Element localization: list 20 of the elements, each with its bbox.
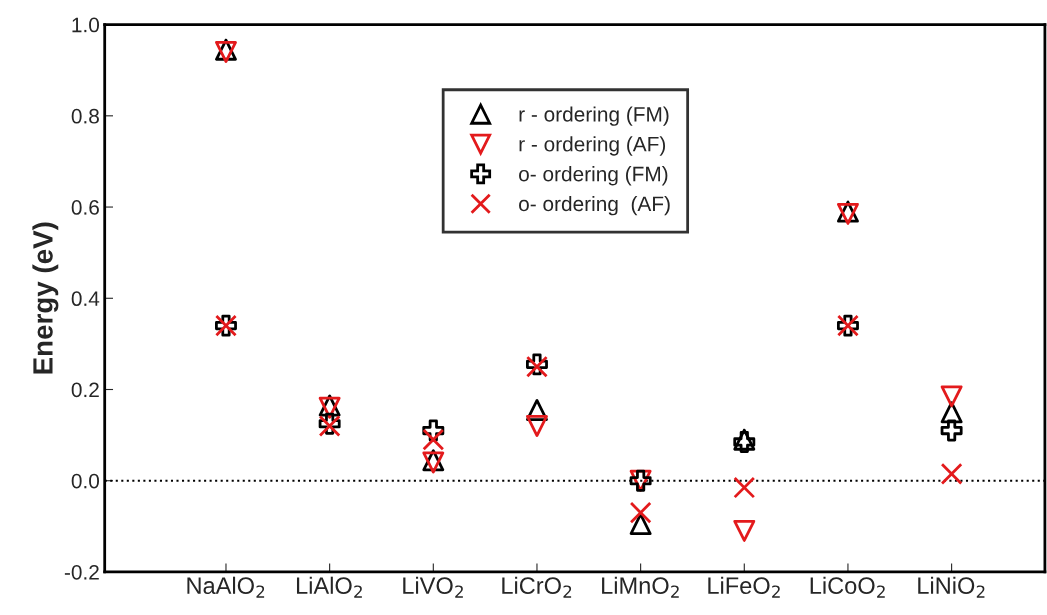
x-tick-label: LiFeO$_{2}$	[708, 576, 780, 598]
x-tick-label: LiMnO$_{2}$	[602, 576, 679, 598]
legend-label: o- ordering (AF)	[519, 195, 670, 216]
y-tick-label: 0.8	[71, 108, 99, 124]
y-tick-label: 0.6	[71, 200, 99, 215]
y-tick-label: 0.4	[71, 291, 100, 307]
legend-label: r - ordering (FM)	[519, 106, 669, 126]
y-tick-label: 1.0	[72, 17, 100, 33]
y-tick-label: 0.0	[71, 473, 100, 489]
y-tick-label: 0.2	[71, 382, 99, 398]
x-tick-label: LiVO$_{2}$	[403, 576, 463, 598]
x-tick-label: LiAlO$_{2}$	[296, 576, 362, 598]
x-tick-label: LiNiO$_{2}$	[918, 576, 985, 598]
legend-label: o- ordering (FM)	[519, 166, 668, 186]
x-tick-label: LiCrO$_{2}$	[502, 576, 572, 598]
y-tick-label: -0.2	[64, 564, 99, 580]
x-tick-label: LiCoO$_{2}$	[810, 576, 885, 598]
y-axis-title: Energy (eV)	[32, 222, 59, 374]
legend-label: r - ordering (AF)	[519, 136, 666, 156]
x-tick-label: NaAlO$_{2}$	[187, 576, 265, 598]
